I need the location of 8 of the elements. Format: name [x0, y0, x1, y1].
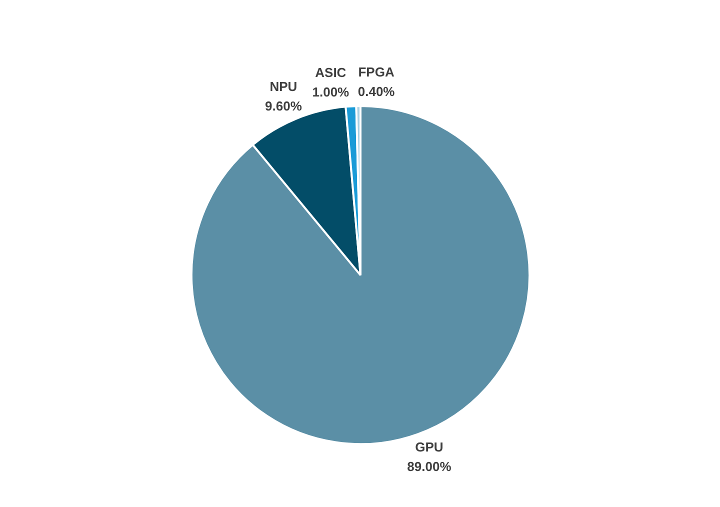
data-label: 9.60%	[265, 98, 302, 114]
slice-label: ASIC	[315, 64, 347, 80]
slice-label: FPGA	[358, 64, 395, 80]
data-label: 89.00%	[407, 459, 452, 474]
data-label: 0.40%	[358, 84, 396, 100]
data-label: 1.00%	[312, 84, 350, 100]
slice-label: NPU	[270, 79, 298, 94]
slice-label: GPU	[415, 440, 444, 455]
